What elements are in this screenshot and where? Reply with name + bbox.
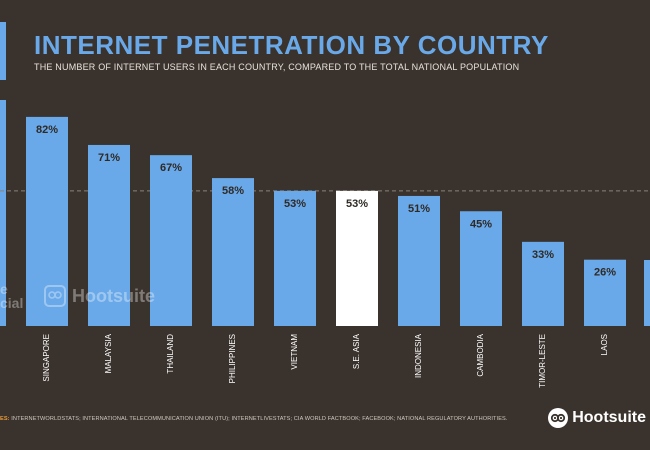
source-label: ES: [0, 416, 10, 422]
data-label: 58% [222, 185, 244, 197]
brand-text: Hootsuite [572, 409, 646, 426]
category-label: TIMOR-LESTE [538, 334, 547, 388]
data-label: 33% [532, 249, 554, 261]
watermark-left: e cial [0, 281, 24, 311]
data-label: 67% [160, 162, 182, 174]
watermark: Hootsuite [44, 285, 155, 307]
category-label: THAILAND [166, 334, 175, 374]
bar-thailand [150, 155, 192, 326]
bar-s-e-asia [336, 190, 378, 326]
data-label: 53% [346, 198, 368, 210]
category-label: PHILIPPINES [228, 334, 237, 383]
category-label: VIETNAM [290, 334, 299, 370]
left-edge-accent [0, 22, 6, 80]
category-label: LAOS [600, 334, 609, 355]
bar-cambodia [460, 211, 502, 326]
watermark-owl-icon [44, 285, 66, 307]
watermark-text: Hootsuite [72, 285, 155, 306]
data-label: 26% [594, 267, 616, 279]
source-text: INTERNETWORLDSTATS; INTERNATIONAL TELECO… [11, 416, 508, 422]
owl-icon [548, 408, 569, 428]
page-subtitle: THE NUMBER OF INTERNET USERS IN EACH COU… [34, 62, 520, 72]
source-note: ES: INTERNETWORLDSTATS; INTERNATIONAL TE… [0, 416, 508, 422]
data-label: 51% [408, 203, 430, 215]
data-label: 53% [284, 198, 306, 210]
category-label: SINGAPORE [42, 334, 51, 382]
bar-indonesia [398, 195, 440, 326]
bar-malaysia [88, 144, 130, 326]
bar-cropped-right [644, 260, 650, 326]
category-label: MALAYSIA [104, 333, 113, 373]
category-label: CAMBODIA [476, 333, 485, 376]
brand-logo: Hootsuite [548, 408, 646, 428]
category-label: S.E. ASIA [352, 333, 361, 369]
bar-vietnam [274, 190, 316, 326]
bar-timor-leste [522, 241, 564, 326]
bar-philippines [212, 178, 254, 326]
data-label: 82% [36, 124, 58, 136]
bar-singapore [26, 116, 68, 327]
category-label: INDONESIA [414, 333, 423, 378]
data-label: 45% [470, 218, 492, 230]
bar-cropped-left [0, 100, 6, 326]
data-label: 71% [98, 152, 120, 164]
bar-laos [584, 259, 626, 326]
page-title: INTERNET PENETRATION BY COUNTRY [34, 30, 549, 60]
